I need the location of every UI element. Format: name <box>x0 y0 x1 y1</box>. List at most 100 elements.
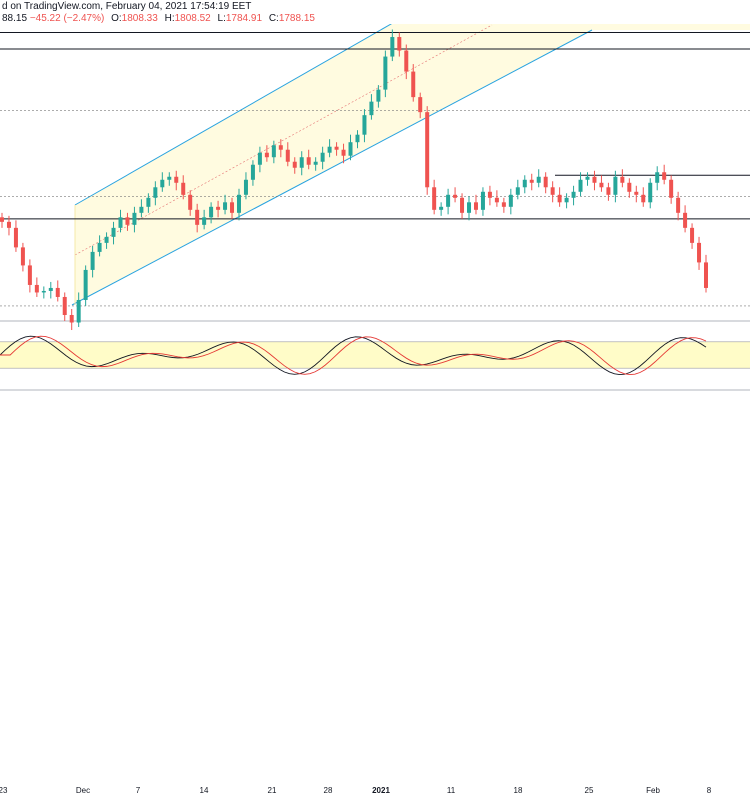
candle-body <box>167 176 172 180</box>
candle-body <box>571 191 576 198</box>
ohlc-open-key: O: <box>111 13 122 24</box>
candle-body <box>460 197 465 213</box>
ohlc-close-key: C: <box>268 13 279 24</box>
candle-body <box>111 227 116 237</box>
candle-body <box>139 206 144 213</box>
candle-body <box>41 290 46 293</box>
candle-body <box>153 187 158 198</box>
candle-body <box>473 202 478 210</box>
candle-body <box>160 179 165 188</box>
candle-body <box>327 146 332 153</box>
candle-body <box>55 287 60 297</box>
candle-body <box>334 146 339 150</box>
ohlc-low-value: 1784.91 <box>225 13 263 24</box>
header-last-price: 88.15 <box>2 13 28 24</box>
stochastic-k-line <box>0 335 707 376</box>
header-source-line: d on TradingView.com, February 04, 2021 … <box>2 1 252 12</box>
candle-body <box>669 179 674 198</box>
candle-body <box>655 172 660 183</box>
x-tick-label: 11 <box>446 786 456 795</box>
price-chart[interactable] <box>0 0 750 430</box>
candle-body <box>697 242 702 263</box>
candle-body <box>439 206 444 210</box>
candle-body <box>543 176 548 188</box>
stochastic-d-line <box>0 335 707 376</box>
candle-body <box>216 206 221 210</box>
candle-body <box>83 269 88 300</box>
candle-body <box>125 217 130 225</box>
channel-fill <box>72 20 750 305</box>
candle-body <box>390 37 395 57</box>
candle-body <box>704 262 708 288</box>
candle-body <box>257 152 262 165</box>
candle-body <box>341 149 346 156</box>
candle-body <box>69 315 74 323</box>
header-ohlc-line: 88.15 −45.22 (−2.47%) O:1808.33 H:1808.5… <box>2 13 315 25</box>
candle-body <box>6 221 11 228</box>
candle-body <box>313 161 318 165</box>
candle-body <box>397 37 402 51</box>
candle-body <box>236 194 241 213</box>
candle-body <box>355 134 360 143</box>
candle-body <box>564 197 569 203</box>
ohlc-high-key: H: <box>164 13 175 24</box>
candle-body <box>306 157 311 165</box>
candle-body <box>634 191 639 195</box>
x-tick-label: 25 <box>584 786 594 795</box>
candle-body <box>118 217 123 228</box>
candle-body <box>480 191 485 210</box>
candle-body <box>418 97 423 113</box>
candle-body <box>487 191 492 198</box>
candle-body <box>585 176 590 180</box>
candle-body <box>195 209 200 225</box>
candle-body <box>230 202 235 213</box>
channel-lower-line <box>71 29 593 306</box>
candle-body <box>676 197 681 213</box>
candle-body <box>250 164 255 180</box>
candle-body <box>599 182 604 188</box>
candle-body <box>383 56 388 90</box>
candle-body <box>181 182 186 195</box>
candle-body <box>606 187 611 195</box>
candle-body <box>76 299 81 323</box>
candle-body <box>202 217 207 225</box>
candle-body <box>515 187 520 195</box>
x-tick-label: 23 <box>0 786 8 795</box>
candle-body <box>425 112 430 188</box>
candle-body <box>557 194 562 203</box>
candle-body <box>529 179 534 183</box>
candle-body <box>27 265 32 285</box>
x-tick-label: Dec <box>75 786 91 795</box>
x-tick-label: 14 <box>199 786 209 795</box>
ohlc-open-value: 1808.33 <box>121 13 158 24</box>
candle-body <box>508 194 513 207</box>
x-tick-label: Feb <box>646 786 660 795</box>
candle-body <box>411 71 416 98</box>
candle-body <box>404 50 409 72</box>
candle-body <box>522 179 527 188</box>
candle-body <box>369 101 374 116</box>
candle-body <box>104 236 109 243</box>
candle-body <box>20 247 25 266</box>
candle-body <box>0 217 4 222</box>
candle-body <box>62 296 67 315</box>
candle-body <box>209 206 214 218</box>
candle-body <box>243 179 248 195</box>
candle-body <box>641 194 646 203</box>
candle-body <box>362 115 367 135</box>
candle-body <box>648 182 653 203</box>
ohlc-high-value: 1808.52 <box>174 13 211 24</box>
time-axis[interactable]: 23 Dec 7 14 21 28 2021 11 18 25 Feb 8 <box>0 390 750 795</box>
candle-body <box>613 176 618 195</box>
candle-body <box>683 212 688 228</box>
candle-body <box>446 194 451 207</box>
candle-body <box>292 161 297 168</box>
candle-body <box>467 202 472 213</box>
channel-upper-line <box>74 19 399 206</box>
candle-body <box>48 287 53 291</box>
candle-body <box>285 149 290 162</box>
candle-body <box>146 197 151 207</box>
candle-body <box>13 227 18 248</box>
channel-mid-line <box>74 24 493 256</box>
candle-body <box>132 212 137 225</box>
